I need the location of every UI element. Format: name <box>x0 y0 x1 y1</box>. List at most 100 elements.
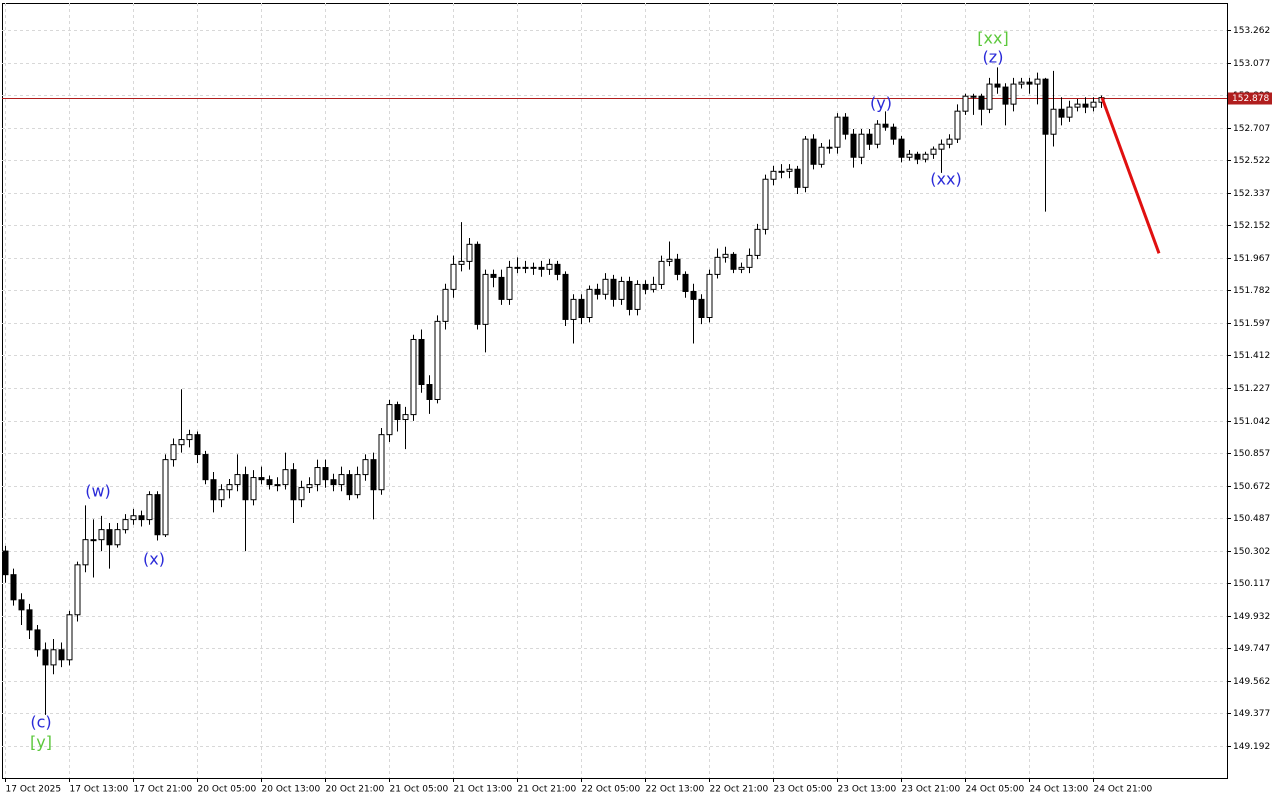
candle-body <box>1058 108 1065 118</box>
candle-body <box>554 263 561 275</box>
candle-body <box>354 474 361 496</box>
candle-body <box>498 276 505 300</box>
candle-body <box>274 484 281 487</box>
candle-body <box>418 338 425 386</box>
candle-body <box>10 574 17 601</box>
candle-body <box>850 133 857 158</box>
candle-body <box>338 474 345 486</box>
candle-body <box>994 83 1001 88</box>
candle-body <box>754 228 761 256</box>
candle-body <box>778 170 785 173</box>
candle-body <box>962 95 969 112</box>
y-tick-label: 150.672 <box>1233 482 1270 492</box>
candle-body <box>930 148 937 155</box>
candle-body <box>594 288 601 295</box>
candle-body <box>682 273 689 292</box>
candle-body <box>626 280 633 310</box>
candle-body <box>290 469 297 501</box>
y-tick-label: 150.302 <box>1233 547 1270 557</box>
candle-body <box>194 434 201 456</box>
candle-body <box>938 143 945 150</box>
candle-body <box>530 266 537 269</box>
candle-body <box>434 320 441 400</box>
y-tick-label: 153.077 <box>1233 59 1270 69</box>
candle-body <box>826 146 833 149</box>
candle-body <box>18 599 25 611</box>
candle-body <box>386 404 393 436</box>
candle-body <box>138 515 145 521</box>
candle-body <box>26 609 33 631</box>
candle-body <box>282 469 289 486</box>
x-tick-label: 23 Oct 05:00 <box>774 785 833 795</box>
x-tick-label: 23 Oct 13:00 <box>838 785 897 795</box>
candle-body <box>1034 78 1041 85</box>
candle-body <box>490 273 497 278</box>
candle-body <box>946 138 953 145</box>
candle-body <box>306 484 313 489</box>
candle-body <box>730 253 737 270</box>
candle-body <box>130 515 137 521</box>
candle-body <box>90 539 97 542</box>
y-tick-label: 150.857 <box>1233 449 1270 459</box>
y-tick-label: 152.707 <box>1233 124 1270 134</box>
candle-body <box>186 434 193 441</box>
candle-body <box>538 266 545 270</box>
candle-body <box>346 474 353 496</box>
candle-body <box>58 649 65 661</box>
candle-body <box>586 288 593 319</box>
candle-body <box>570 298 577 320</box>
x-tick-label: 22 Oct 21:00 <box>710 785 769 795</box>
candle-body <box>978 95 985 110</box>
candle-body <box>154 494 161 536</box>
candle-body <box>426 384 433 400</box>
candle-body <box>298 487 305 501</box>
candle-body <box>314 467 321 486</box>
candle-body <box>202 454 209 481</box>
candle-body <box>906 153 913 158</box>
candle-body <box>402 414 409 421</box>
candle-body <box>1090 101 1097 108</box>
candle-body <box>218 489 225 501</box>
candle-body <box>506 266 513 300</box>
price-label-box <box>1228 92 1272 105</box>
candle-body <box>1010 83 1017 105</box>
candle-body <box>450 263 457 290</box>
candle-body <box>874 123 881 145</box>
candle-body <box>746 254 753 268</box>
y-tick-label: 152.152 <box>1233 221 1270 231</box>
candle-body <box>658 260 665 285</box>
candle-body <box>986 83 993 110</box>
y-tick-label: 152.337 <box>1233 189 1270 199</box>
x-tick-label: 17 Oct 21:00 <box>134 785 193 795</box>
candle-body <box>898 138 905 158</box>
candle-body <box>762 178 769 230</box>
x-tick-label: 24 Oct 13:00 <box>1030 785 1089 795</box>
candle-body <box>458 260 465 265</box>
candle-body <box>1026 81 1033 85</box>
candle-body <box>810 138 817 165</box>
candle-body <box>866 133 873 145</box>
wave-label: (xx) <box>930 170 961 189</box>
plot-frame <box>2 3 1228 779</box>
candle-body <box>1042 78 1049 135</box>
candle-body <box>474 243 481 325</box>
candle-body <box>82 539 89 566</box>
candle-body <box>722 253 729 258</box>
candle-body <box>242 474 249 501</box>
wave-label: (y) <box>870 94 892 113</box>
x-tick-label: 24 Oct 21:00 <box>1094 785 1153 795</box>
candle-body <box>922 153 929 160</box>
y-tick-label: 153.262 <box>1233 26 1270 36</box>
candle-body <box>234 474 241 486</box>
candle-body <box>522 266 529 269</box>
candle-body <box>674 258 681 275</box>
candle-body <box>634 283 641 310</box>
x-tick-label: 24 Oct 05:00 <box>966 785 1025 795</box>
candle-body <box>322 467 329 481</box>
candle-body <box>466 243 473 262</box>
candle-body <box>170 444 177 461</box>
candle-body <box>706 273 713 319</box>
candle-body <box>970 95 977 98</box>
candle-body <box>882 123 889 128</box>
